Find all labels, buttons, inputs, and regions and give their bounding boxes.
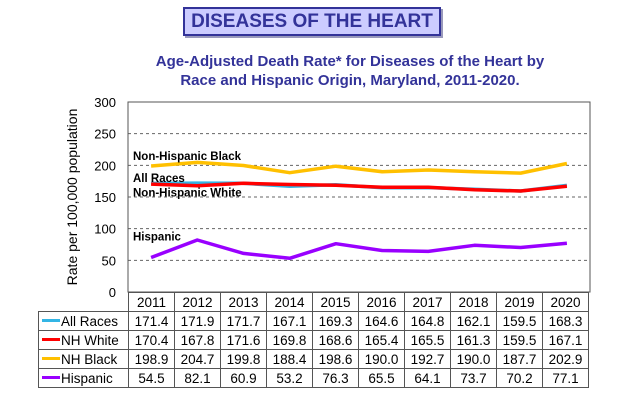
table-cell: 170.4 (128, 330, 175, 350)
series-name: NH Black (61, 351, 118, 367)
table-cell: 198.6 (312, 349, 359, 369)
series-line-nh-white (151, 181, 568, 193)
data-table: 2011 2012 2013 2014 2015 2016 2017 2018 2019 2020… (38, 292, 589, 388)
chart-title-line-2: Race and Hispanic Origin, Maryland, 2011… (180, 72, 520, 89)
annotation-label: Non-Hispanic Black (133, 151, 242, 163)
y-tick-label: 300 (94, 95, 116, 110)
year-header: 2011 (128, 292, 175, 312)
year-header: 2020 (542, 292, 589, 312)
table-cell: 199.8 (220, 349, 267, 369)
table-cell: 188.4 (266, 349, 313, 369)
legend-swatch (42, 338, 60, 342)
year-header: 2017 (404, 292, 451, 312)
table-cell: 65.5 (358, 368, 405, 388)
series-line-hispanic (150, 238, 568, 261)
table-cell: 204.7 (174, 349, 221, 369)
series-lines (150, 160, 568, 261)
legend-swatch (42, 319, 60, 323)
series-name: All Races (61, 313, 119, 329)
y-tick-label: 200 (94, 158, 116, 173)
series-line-nh-black (150, 160, 568, 175)
table-cell: 76.3 (312, 368, 359, 388)
table-cell: 77.1 (542, 368, 589, 388)
table-cell: 171.6 (220, 330, 267, 350)
series-annotations: Non-Hispanic Black All Races Non-Hispanic … (133, 151, 242, 243)
table-cell: 167.8 (174, 330, 221, 350)
year-header: 2015 (312, 292, 359, 312)
table-cell: 165.5 (404, 330, 451, 350)
y-tick-label: 50 (102, 253, 116, 268)
table-row: NH White 170.4 167.8 171.6 169.8 168.6 165.4 16… (38, 330, 589, 350)
series-legend-cell: All Races (38, 311, 129, 331)
table-cell: 171.9 (174, 311, 221, 331)
y-tick-label: 250 (94, 127, 116, 142)
table-cell: 190.0 (358, 349, 405, 369)
gridlines (128, 133, 590, 261)
chart-title: Age-Adjusted Death Rate* for Diseases of… (110, 52, 590, 90)
table-cell: 167.1 (266, 311, 313, 331)
series-legend-cell: NH Black (38, 349, 129, 369)
annotation-label: All Races (133, 173, 185, 185)
table-cell: 164.8 (404, 311, 451, 331)
table-cell: 169.3 (312, 311, 359, 331)
legend-swatch (42, 357, 60, 361)
y-tick-label: 100 (94, 222, 116, 237)
y-axis-label: Rate per 100,000 population (64, 109, 80, 286)
table-cell: 73.7 (450, 368, 497, 388)
table-cell: 192.7 (404, 349, 451, 369)
table-cell: 70.2 (496, 368, 543, 388)
table-row: Hispanic 54.5 82.1 60.9 53.2 76.3 65.5 64.1 73.7… (38, 368, 589, 388)
series-legend-cell: NH White (38, 330, 129, 350)
table-cell: 161.3 (450, 330, 497, 350)
year-header: 2016 (358, 292, 405, 312)
table-cell: 167.1 (542, 330, 589, 350)
table-cell: 54.5 (128, 368, 175, 388)
table-cell: 60.9 (220, 368, 267, 388)
table-cell: 187.7 (496, 349, 543, 369)
year-header: 2019 (496, 292, 543, 312)
table-cell: 198.9 (128, 349, 175, 369)
table-cell: 159.5 (496, 311, 543, 331)
year-row: 2011 2012 2013 2014 2015 2016 2017 2018 2019 2020 (38, 292, 589, 312)
series-name: Hispanic (61, 370, 113, 386)
table-row: NH Black 198.9 204.7 199.8 188.4 198.6 190.0 19… (38, 349, 589, 369)
table-cell: 202.9 (542, 349, 589, 369)
y-tick-label: 150 (94, 190, 116, 205)
table-row: All Races 171.4 171.9 171.7 167.1 169.3 164.6 1… (38, 311, 589, 331)
table-cell: 64.1 (404, 368, 451, 388)
table-cell: 165.4 (358, 330, 405, 350)
year-header: 2013 (220, 292, 267, 312)
table-cell: 53.2 (266, 368, 313, 388)
annotation-label: Non-Hispanic White (133, 188, 242, 200)
table-cell: 171.4 (128, 311, 175, 331)
chart-title-line-1: Age-Adjusted Death Rate* for Diseases of… (155, 53, 545, 70)
table-cell: 162.1 (450, 311, 497, 331)
table-cell: 168.6 (312, 330, 359, 350)
table-cell: 168.3 (542, 311, 589, 331)
section-banner: DISEASES OF THE HEART (183, 7, 441, 36)
table-cell: 159.5 (496, 330, 543, 350)
year-header: 2018 (450, 292, 497, 312)
table-cell: 164.6 (358, 311, 405, 331)
year-header: 2012 (174, 292, 221, 312)
table-cell: 169.8 (266, 330, 313, 350)
series-name: NH White (61, 332, 119, 348)
series-legend-cell: Hispanic (38, 368, 129, 388)
legend-swatch (42, 376, 60, 380)
table-cell: 190.0 (450, 349, 497, 369)
annotation-label: Hispanic (133, 231, 182, 243)
table-cell: 171.7 (220, 311, 267, 331)
year-header: 2014 (266, 292, 313, 312)
table-cell: 82.1 (174, 368, 221, 388)
